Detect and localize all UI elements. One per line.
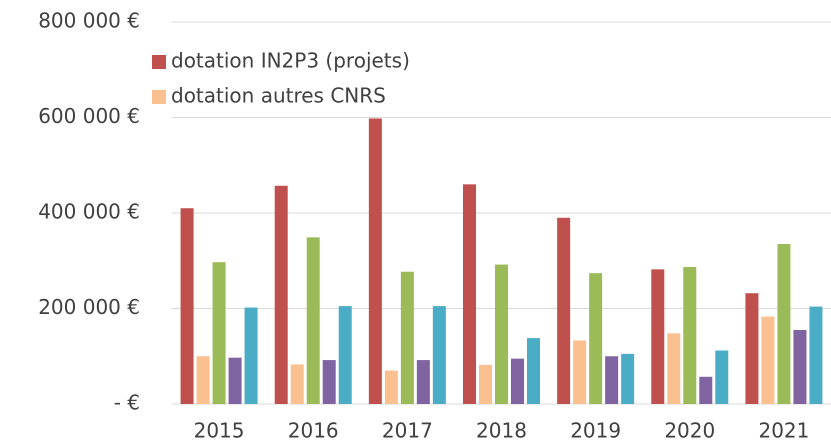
- bar: [667, 333, 681, 404]
- bar: [384, 370, 398, 404]
- x-tick-label: 2015: [194, 419, 245, 443]
- bar: [274, 185, 288, 404]
- bar: [212, 262, 226, 404]
- x-tick-label: 2018: [476, 419, 527, 443]
- bar: [322, 360, 336, 404]
- y-tick-label: 200 000 €: [38, 295, 140, 319]
- bar: [745, 293, 759, 404]
- bar: [793, 329, 807, 404]
- bar: [573, 340, 587, 404]
- bar: [432, 306, 446, 404]
- bar: [715, 350, 729, 404]
- bar: [495, 264, 508, 404]
- y-tick-label: 600 000 €: [38, 104, 140, 128]
- bar: [699, 376, 713, 404]
- bar: [338, 306, 352, 404]
- x-tick-label: 2017: [382, 419, 433, 443]
- legend-label: dotation autres CNRS: [171, 84, 386, 108]
- y-tick-label: - €: [114, 391, 140, 415]
- bar: [621, 353, 635, 404]
- bar: [557, 217, 571, 404]
- bar: [605, 356, 619, 404]
- bar: [761, 316, 775, 404]
- bar: [511, 358, 524, 404]
- bar: [479, 364, 492, 404]
- bar: [777, 244, 791, 404]
- bar: [683, 266, 697, 404]
- bar: [651, 269, 665, 404]
- legend-label: dotation IN2P3 (projets): [171, 49, 410, 73]
- bar: [463, 184, 476, 404]
- bar: [244, 307, 258, 404]
- bar: [589, 273, 603, 404]
- legend-swatch: [152, 55, 166, 69]
- bar: [416, 360, 430, 404]
- legend-swatch: [152, 90, 166, 104]
- bar: [180, 208, 194, 404]
- y-tick-label: 800 000 €: [38, 9, 140, 33]
- x-tick-label: 2021: [758, 419, 809, 443]
- bar: [196, 356, 210, 404]
- x-tick-label: 2020: [664, 419, 715, 443]
- bar: [290, 364, 304, 404]
- bar: [809, 306, 823, 404]
- x-tick-label: 2016: [288, 419, 339, 443]
- bar: [306, 237, 320, 404]
- x-tick-label: 2019: [570, 419, 621, 443]
- y-tick-label: 400 000 €: [38, 200, 140, 224]
- bar: [527, 338, 540, 404]
- bar: [368, 118, 382, 404]
- bar: [228, 357, 242, 404]
- bar: [400, 271, 414, 404]
